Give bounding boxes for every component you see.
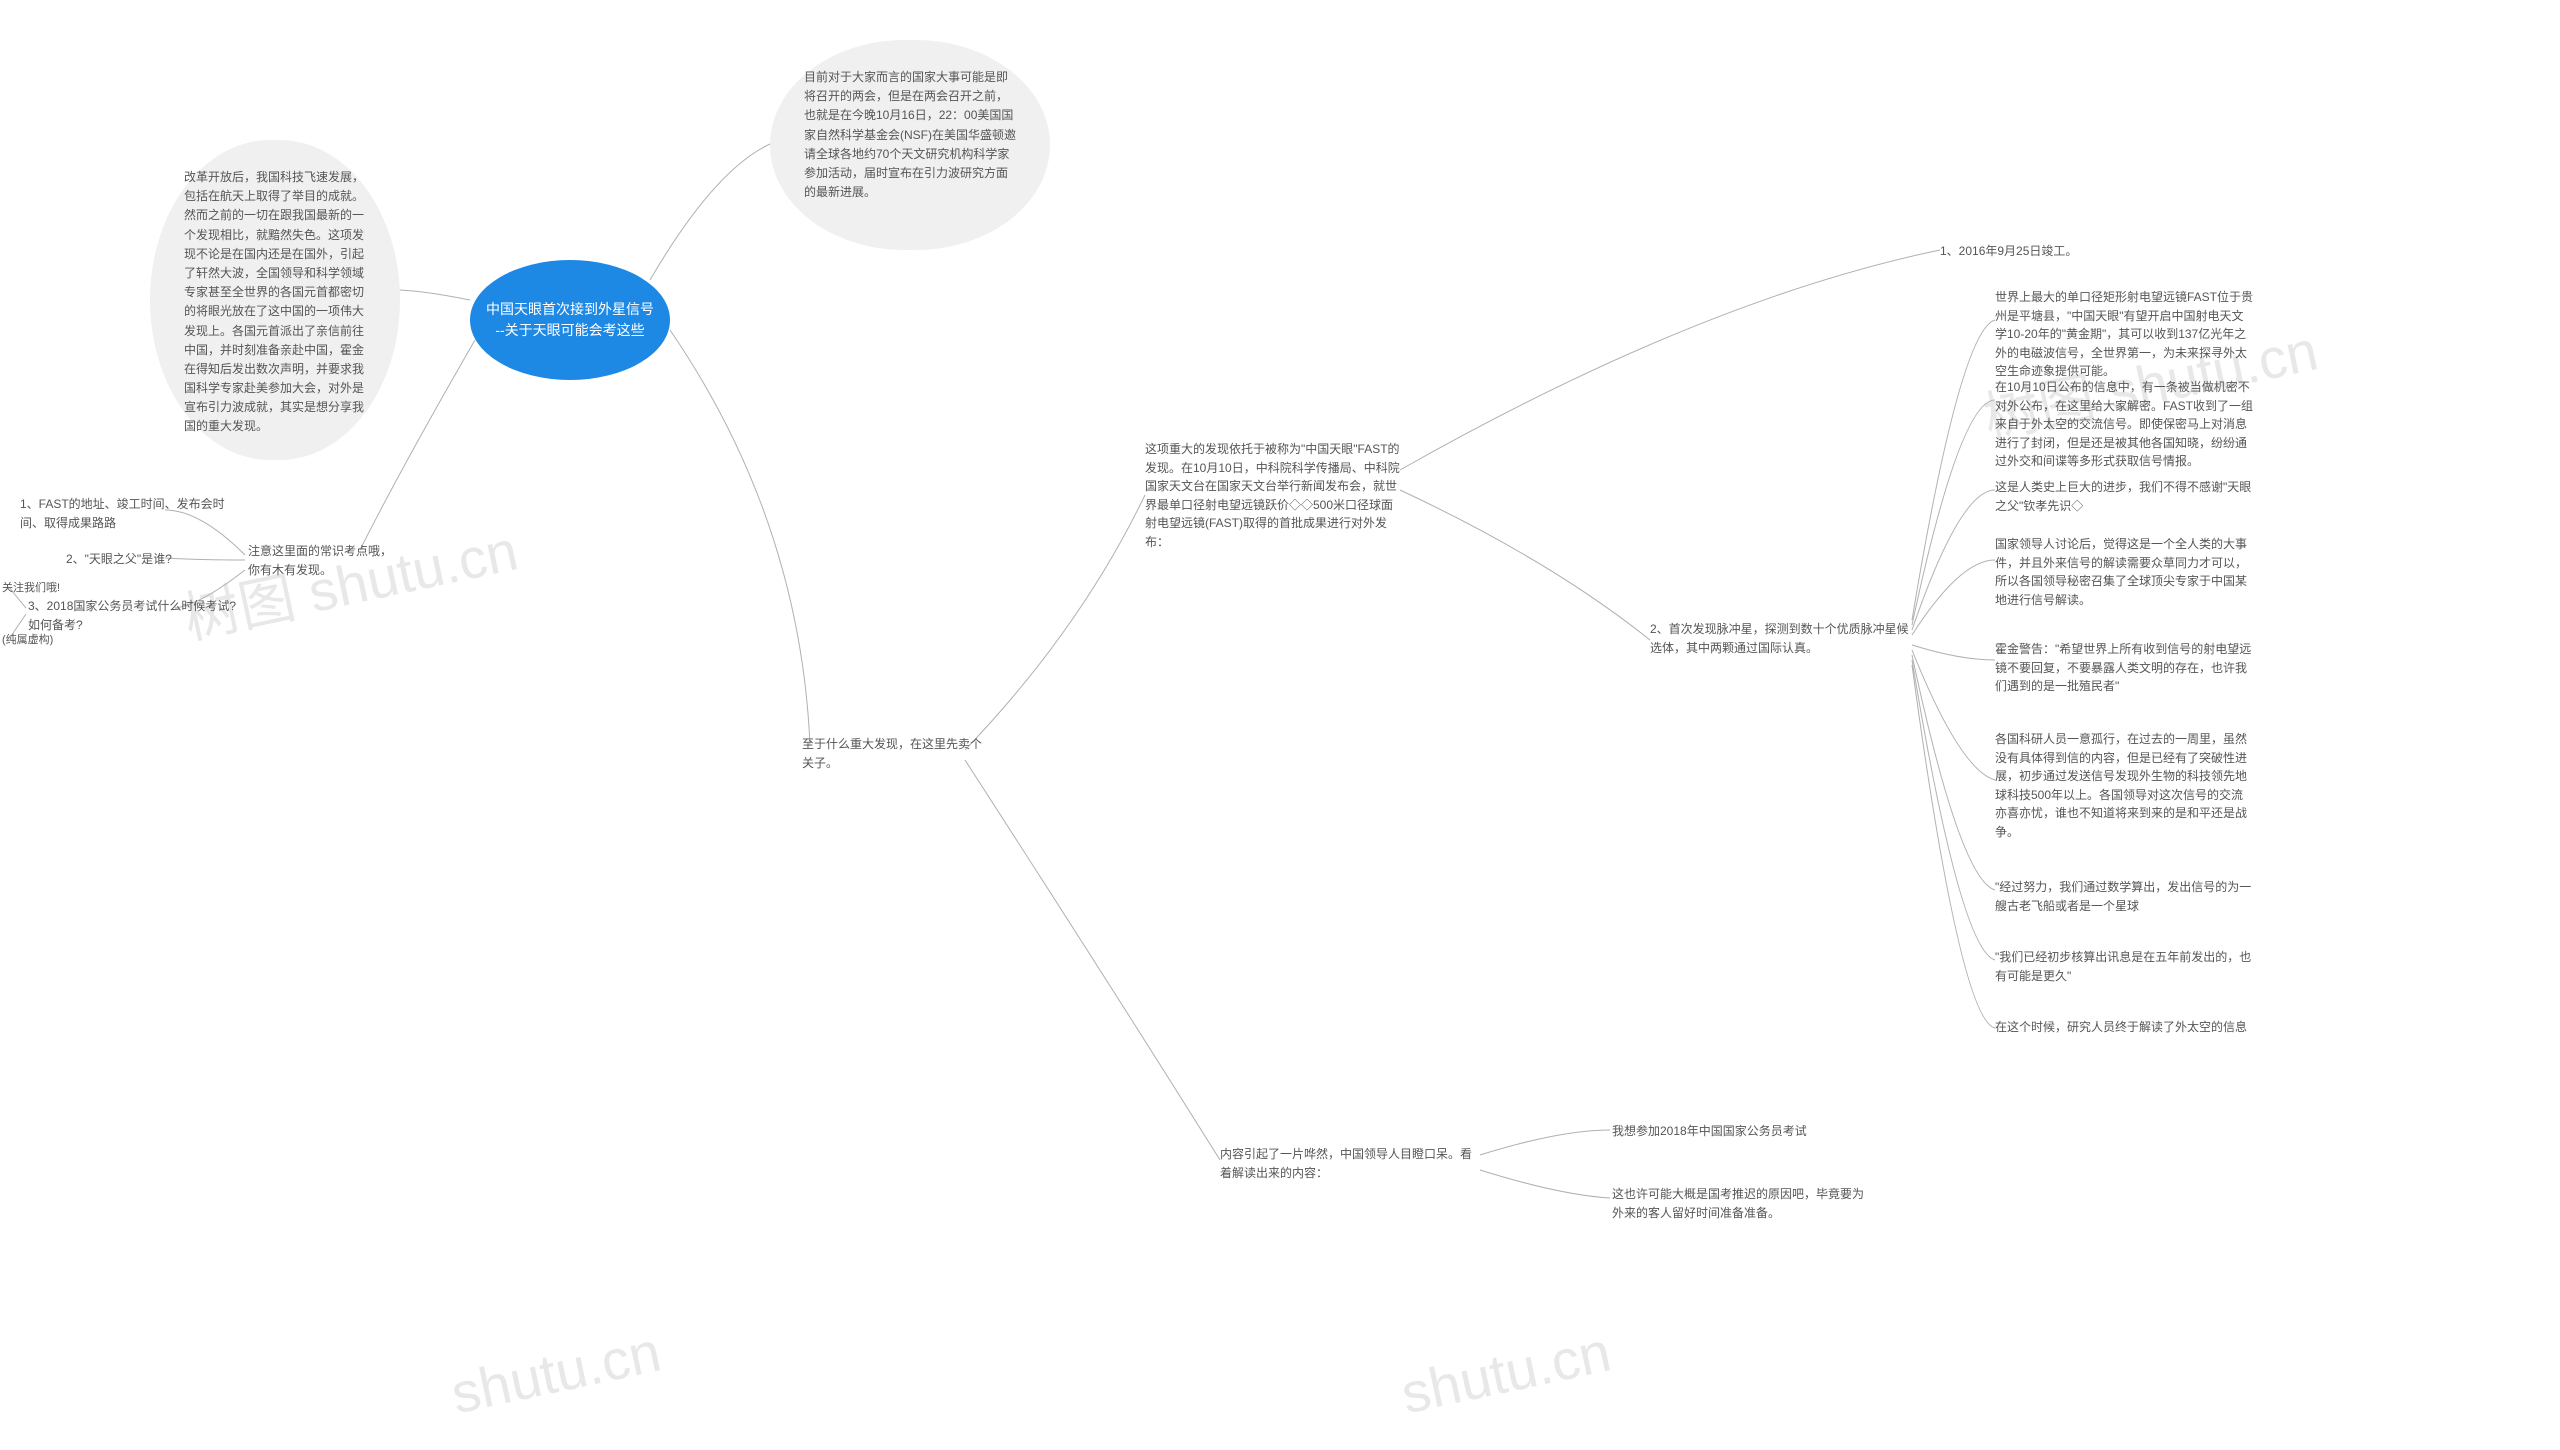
topic-exam-hints-label: 注意这里面的常识考点哦，你有木有发现。 [248, 544, 392, 577]
center-topic-text: 中国天眼首次接到外星信号 --关于天眼可能会考这些 [486, 299, 654, 341]
topic-exam-item3-note1: 关注我们哦! [2, 580, 72, 597]
watermark: shutu.cn [1396, 1319, 1617, 1427]
topic-reaction: 内容引起了一片哗然，中国领导人目瞪口呆。看着解读出来的内容： [1220, 1145, 1480, 1182]
topic-fast-sub2: 2、首次发现脉冲星，探测到数十个优质脉冲星候选体，其中两颗通过国际认真。 [1650, 620, 1910, 657]
watermark: shutu.cn [446, 1319, 667, 1427]
topic-bubble-nsf: 目前对于大家而言的国家大事可能是即将召开的两会，但是在两会召开之前，也就是在今晚… [770, 40, 1050, 250]
topic-sub2-item5: 各国科研人员一意孤行，在过去的一周里，虽然没有具体得到信的内容，但是已经有了突破… [1995, 730, 2255, 842]
topic-bubble-nsf-text: 目前对于大家而言的国家大事可能是即将召开的两会，但是在两会召开之前，也就是在今晚… [804, 70, 1016, 199]
topic-sub2-item6: "经过努力，我们通过数学算出，发出信号的为一艘古老飞船或者是一个星球 [1995, 878, 2255, 915]
topic-exam-item2: 2、"天眼之父"是谁? [66, 550, 226, 569]
topic-sub2-item0: 世界上最大的单口径矩形射电望远镜FAST位于贵州是平塘县，"中国天眼"有望开启中… [1995, 288, 2255, 381]
topic-sub2-item8: 在这个时候，研究人员终于解读了外太空的信息 [1995, 1018, 2255, 1037]
topic-reaction-item0: 我想参加2018年中国国家公务员考试 [1612, 1122, 1872, 1141]
center-topic: 中国天眼首次接到外星信号 --关于天眼可能会考这些 [470, 260, 670, 380]
topic-fast-sub1: 1、2016年9月25日竣工。 [1940, 242, 2200, 261]
topic-sub2-item4: 霍金警告："希望世界上所有收到信号的射电望远镜不要回复，不要暴露人类文明的存在，… [1995, 640, 2255, 696]
topic-exam-item3-note2: (纯属虚构) [2, 632, 72, 649]
connector-layer [0, 0, 2560, 1450]
topic-sub2-item3: 国家领导人讨论后，觉得这是一个全人类的大事件，并且外来信号的解读需要众草同力才可… [1995, 535, 2255, 609]
topic-bubble-reform-text: 改革开放后，我国科技飞速发展，包括在航天上取得了举目的成就。然而之前的一切在跟我… [184, 170, 364, 433]
topic-discovery: 至于什么重大发现，在这里先卖个关子。 [802, 735, 982, 772]
topic-sub2-item1: 在10月10日公布的信息中，有一条被当做机密不对外公布，在这里给大家解密。FAS… [1995, 378, 2255, 471]
topic-exam-item3: 3、2018国家公务员考试什么时候考试?如何备考? [28, 597, 238, 634]
topic-reaction-item1: 这也许可能大概是国考推迟的原因吧，毕竟要为外来的客人留好时间准备准备。 [1612, 1185, 1872, 1222]
topic-fast-announce: 这项重大的发现依托于被称为"中国天眼"FAST的发现。在10月10日，中科院科学… [1145, 440, 1405, 552]
topic-sub2-item7: "我们已经初步核算出讯息是在五年前发出的，也有可能是更久" [1995, 948, 2255, 985]
topic-exam-hints: 注意这里面的常识考点哦，你有木有发现。 [248, 542, 398, 579]
topic-exam-item1: 1、FAST的地址、竣工时间、发布会时间、取得成果路路 [20, 495, 240, 532]
topic-bubble-reform: 改革开放后，我国科技飞速发展，包括在航天上取得了举目的成就。然而之前的一切在跟我… [150, 140, 400, 460]
topic-sub2-item2: 这是人类史上巨大的进步，我们不得不感谢"天眼之父"钦孝先识◇ [1995, 478, 2255, 515]
